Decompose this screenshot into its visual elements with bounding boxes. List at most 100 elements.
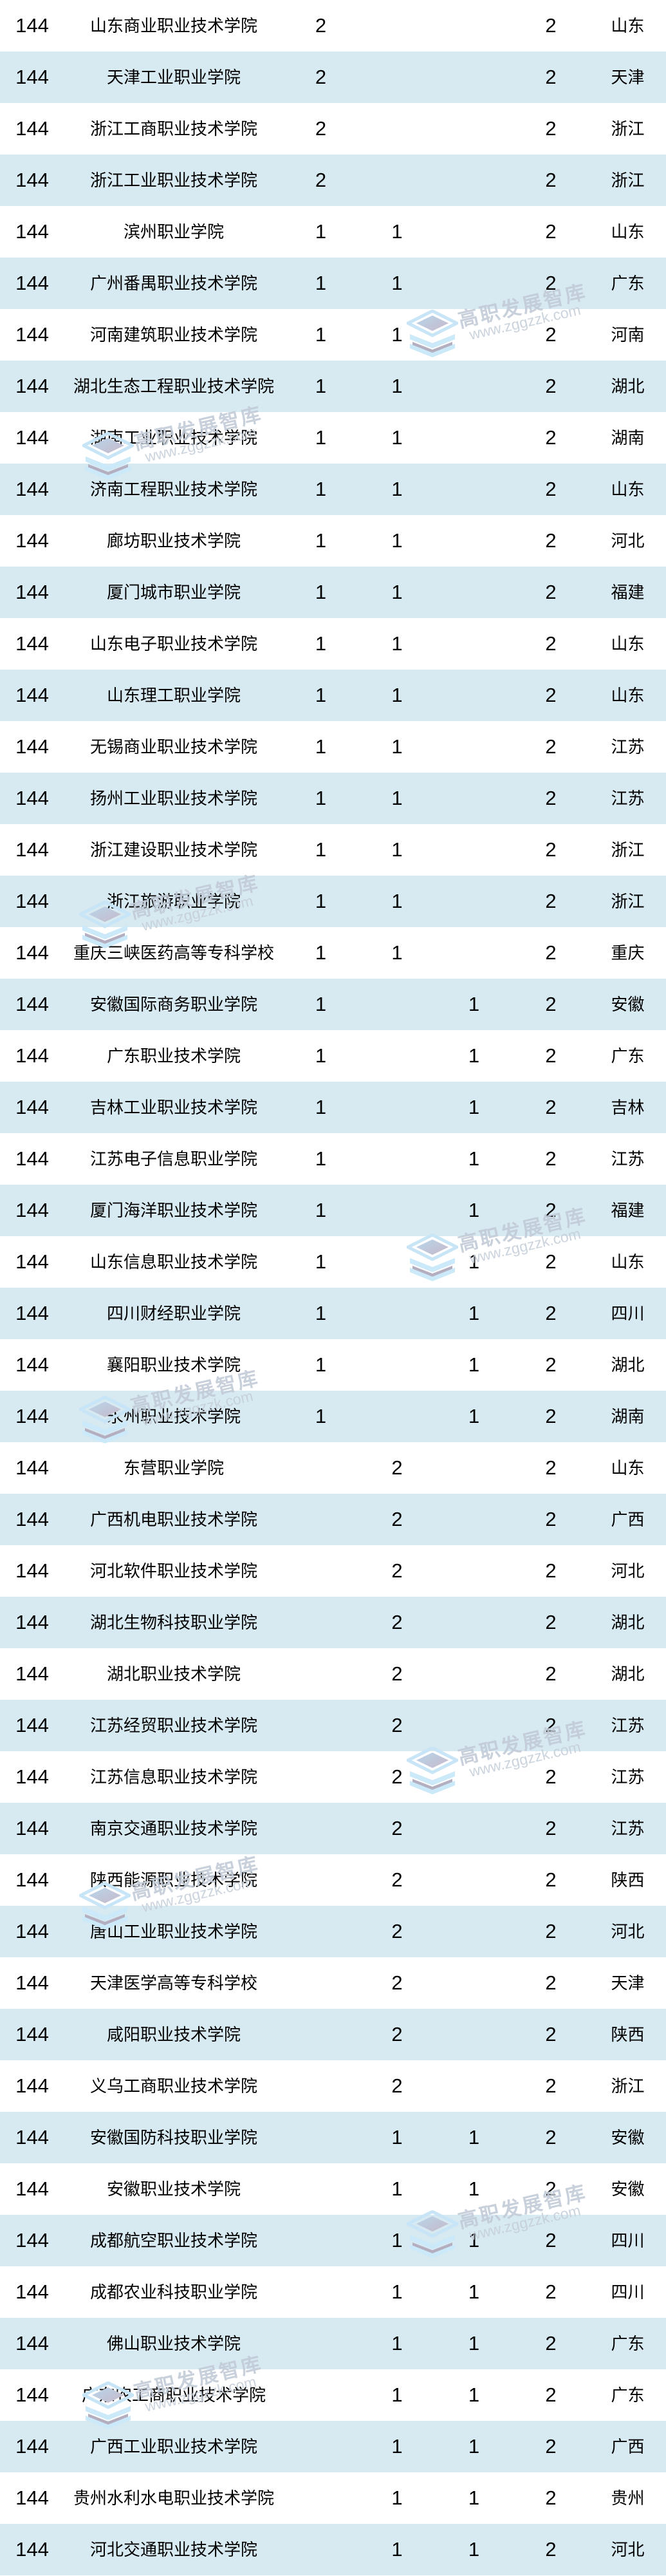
- province-cell: 湖北: [611, 376, 645, 396]
- school-name-cell: 山东理工职业学院: [106, 685, 241, 705]
- rank-cell: 144: [15, 1662, 49, 1685]
- value-cell-2: 1: [391, 220, 403, 243]
- value-cell-3: 1: [468, 2125, 480, 2148]
- province-cell: 浙江: [611, 118, 645, 138]
- school-name-cell: 浙江工业职业技术学院: [89, 170, 257, 190]
- rank-cell: 144: [15, 1868, 49, 1891]
- value-cell-4: 2: [545, 580, 557, 603]
- table-row: 144 江苏经贸职业技术学院 2 2 江苏: [0, 1700, 666, 1751]
- province-cell: 江苏: [611, 1818, 645, 1838]
- value-cell-1: 1: [315, 889, 327, 912]
- value-cell-1: 2: [315, 14, 327, 37]
- table-row: 144 天津医学高等专科学校 2 2 天津: [0, 1957, 666, 2009]
- value-cell-2: 1: [391, 426, 403, 449]
- table-row: 144 佛山职业技术学院 1 1 2 广东: [0, 2318, 666, 2369]
- rank-cell: 144: [15, 735, 49, 758]
- rank-cell: 144: [15, 2434, 49, 2458]
- value-cell-2: 2: [391, 1971, 403, 1994]
- value-cell-2: 1: [391, 323, 403, 346]
- value-cell-4: 2: [545, 941, 557, 964]
- value-cell-1: 1: [315, 1095, 327, 1118]
- school-name-cell: 四川财经职业学院: [106, 1303, 241, 1323]
- value-cell-3: 1: [468, 1198, 480, 1221]
- school-name-cell: 江苏信息职业技术学院: [89, 1767, 257, 1787]
- province-cell: 浙江: [611, 2076, 645, 2096]
- value-cell-3: 1: [468, 2228, 480, 2252]
- province-cell: 山东: [611, 1252, 645, 1272]
- value-cell-4: 2: [545, 1919, 557, 1942]
- value-cell-3: 1: [468, 2434, 480, 2458]
- school-name-cell: 成都航空职业技术学院: [89, 2230, 257, 2250]
- rank-cell: 144: [15, 2177, 49, 2200]
- value-cell-1: 1: [315, 1147, 327, 1170]
- value-cell-4: 2: [545, 1456, 557, 1479]
- value-cell-2: 1: [391, 2383, 403, 2406]
- table-row: 144 安徽国际商务职业学院 1 1 2 安徽: [0, 979, 666, 1030]
- value-cell-1: 1: [315, 786, 327, 809]
- table-row: 144 襄阳职业技术学院 1 1 2 湖北: [0, 1339, 666, 1391]
- school-name-cell: 义乌工商职业技术学院: [89, 2076, 257, 2096]
- table-row: 144 浙江工业职业技术学院 2 2 浙江: [0, 155, 666, 206]
- province-cell: 广西: [611, 2436, 645, 2456]
- province-cell: 河北: [611, 2539, 645, 2559]
- value-cell-1: 1: [315, 426, 327, 449]
- province-cell: 江苏: [611, 1149, 645, 1169]
- rank-cell: 144: [15, 838, 49, 861]
- province-cell: 安徽: [611, 2127, 645, 2147]
- table-row: 144 成都航空职业技术学院 1 1 2 四川: [0, 2215, 666, 2266]
- rank-cell: 144: [15, 168, 49, 191]
- value-cell-4: 2: [545, 1559, 557, 1582]
- school-name-cell: 襄阳职业技术学院: [106, 1355, 241, 1375]
- value-cell-1: 1: [315, 1250, 327, 1273]
- value-cell-3: 1: [468, 2177, 480, 2200]
- table-row: 144 扬州工业职业技术学院 1 1 2 江苏: [0, 773, 666, 824]
- value-cell-2: 2: [391, 1868, 403, 1891]
- value-cell-2: 1: [391, 2537, 403, 2561]
- value-cell-4: 2: [545, 1868, 557, 1891]
- province-cell: 四川: [611, 2282, 645, 2302]
- rank-cell: 144: [15, 2228, 49, 2252]
- rank-cell: 144: [15, 786, 49, 809]
- school-name-cell: 湖北生物科技职业学院: [89, 1612, 257, 1632]
- province-cell: 广西: [611, 1509, 645, 1529]
- value-cell-1: 1: [315, 1198, 327, 1221]
- value-cell-2: 1: [391, 2280, 403, 2303]
- school-name-cell: 江苏电子信息职业学院: [89, 1149, 257, 1169]
- school-name-cell: 安徽国防科技职业学院: [89, 2127, 257, 2147]
- province-cell: 四川: [611, 1303, 645, 1323]
- table-row: 144 湖北职业技术学院 2 2 湖北: [0, 1648, 666, 1700]
- school-name-cell: 天津工业职业学院: [106, 67, 241, 87]
- province-cell: 山东: [611, 685, 645, 705]
- rank-cell: 144: [15, 941, 49, 964]
- value-cell-4: 2: [545, 65, 557, 88]
- value-cell-2: 2: [391, 1765, 403, 1788]
- value-cell-4: 2: [545, 1507, 557, 1530]
- value-cell-4: 2: [545, 2486, 557, 2509]
- school-name-cell: 厦门海洋职业技术学院: [89, 1200, 257, 1220]
- province-cell: 江苏: [611, 1767, 645, 1787]
- rank-cell: 144: [15, 529, 49, 552]
- value-cell-4: 2: [545, 1301, 557, 1324]
- value-cell-4: 2: [545, 735, 557, 758]
- value-cell-4: 2: [545, 838, 557, 861]
- value-cell-2: 2: [391, 2074, 403, 2097]
- school-name-cell: 重庆三峡医药高等专科学校: [73, 943, 274, 963]
- value-cell-1: 1: [315, 220, 327, 243]
- province-cell: 湖南: [611, 1406, 645, 1426]
- value-cell-2: 1: [391, 2125, 403, 2148]
- rank-cell: 144: [15, 1147, 49, 1170]
- value-cell-4: 2: [545, 14, 557, 37]
- rank-cell: 144: [15, 580, 49, 603]
- school-name-cell: 咸阳职业技术学院: [106, 2024, 241, 2044]
- value-cell-3: 1: [468, 992, 480, 1015]
- province-cell: 福建: [611, 582, 645, 602]
- province-cell: 陕西: [611, 1870, 645, 1890]
- rank-cell: 144: [15, 2022, 49, 2045]
- school-name-cell: 安徽国际商务职业学院: [89, 994, 257, 1014]
- value-cell-2: 1: [391, 683, 403, 706]
- school-name-cell: 陕西能源职业技术学院: [89, 1870, 257, 1890]
- table-row: 144 河北软件职业技术学院 2 2 河北: [0, 1545, 666, 1597]
- value-cell-4: 2: [545, 2177, 557, 2200]
- value-cell-1: 1: [315, 735, 327, 758]
